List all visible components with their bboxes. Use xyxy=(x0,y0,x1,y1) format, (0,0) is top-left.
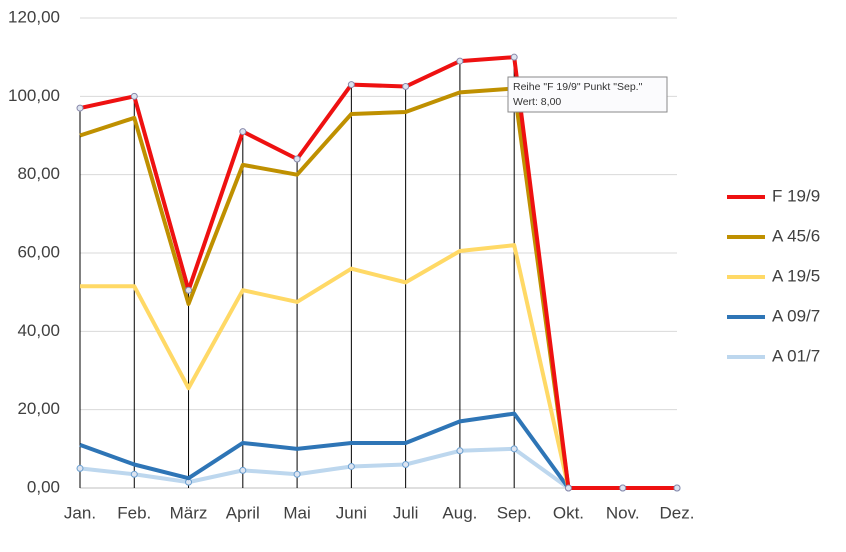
tooltip-box xyxy=(507,76,668,113)
point-marker xyxy=(510,445,518,453)
y-tick-label: 100,00 xyxy=(8,86,60,105)
plot: 0,00 20,00 40,00 60,00 80,00 100,00 120,00 Jan.… xyxy=(8,7,820,522)
point-marker xyxy=(402,83,410,91)
point-marker xyxy=(76,104,84,112)
point-marker xyxy=(239,466,247,474)
y-tick-label: 80,00 xyxy=(17,164,60,183)
y-tick-label: 0,00 xyxy=(27,477,60,496)
series-line xyxy=(80,243,677,490)
point-marker xyxy=(239,128,247,136)
x-tick-label: Jan. xyxy=(64,503,96,522)
x-tick-label: April xyxy=(226,503,260,522)
point-marker xyxy=(76,464,84,472)
point-marker xyxy=(293,155,301,163)
point-marker xyxy=(293,470,301,478)
x-tick-label: Nov. xyxy=(606,503,640,522)
x-tick-label: Okt. xyxy=(553,503,584,522)
point-marker xyxy=(347,81,355,89)
x-tick-label: Sep. xyxy=(497,503,532,522)
x-tick-label: Juni xyxy=(336,503,367,522)
point-marker xyxy=(619,484,627,492)
point-marker xyxy=(347,462,355,470)
point-marker xyxy=(564,484,572,492)
tooltip-line: Wert: 8,00 xyxy=(513,96,561,108)
tooltip-line: Reihe "F 19/9" Punkt "Sep." xyxy=(513,81,643,93)
point-marker xyxy=(456,57,464,65)
tooltip: Reihe "F 19/9" Punkt "Sep." Wert: 8,00 xyxy=(507,76,668,113)
point-marker xyxy=(130,470,138,478)
legend-label: A 09/7 xyxy=(772,306,820,325)
series-line xyxy=(79,55,677,490)
y-tick-label: 120,00 xyxy=(8,7,60,26)
point-marker xyxy=(456,447,464,455)
y-tick-label: 20,00 xyxy=(17,399,60,418)
x-tick-label: Aug. xyxy=(442,503,477,522)
legend-label: A 19/5 xyxy=(772,266,820,285)
x-tick-label: Mai xyxy=(283,503,310,522)
x-tick-label: Juli xyxy=(393,503,419,522)
series-line xyxy=(79,86,677,490)
series-line xyxy=(79,411,677,490)
point-marker xyxy=(185,286,193,294)
point-marker xyxy=(510,53,518,61)
legend-label: A 45/6 xyxy=(772,226,820,245)
y-tick-label: 60,00 xyxy=(17,242,60,261)
point-marker xyxy=(673,484,681,492)
y-tick-label: 40,00 xyxy=(17,321,60,340)
point-marker xyxy=(402,461,410,468)
legend-label: F 19/9 xyxy=(772,186,820,205)
x-tick-label: März xyxy=(170,503,208,522)
series-line xyxy=(79,446,677,490)
point-marker xyxy=(130,92,138,100)
x-tick-label: Feb. xyxy=(117,503,151,522)
legend-label: A 01/7 xyxy=(772,346,820,365)
x-tick-label: Dez. xyxy=(660,503,695,522)
